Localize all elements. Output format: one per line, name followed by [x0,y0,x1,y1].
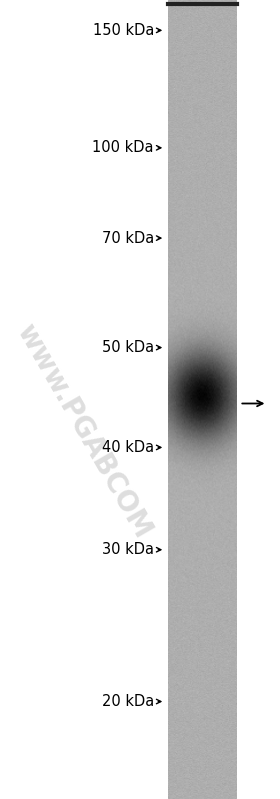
Text: www.PGABCOM: www.PGABCOM [11,320,157,543]
Text: 150 kDa: 150 kDa [93,23,154,38]
Text: 100 kDa: 100 kDa [92,141,154,155]
Text: 30 kDa: 30 kDa [102,543,154,557]
Text: 20 kDa: 20 kDa [102,694,154,709]
Text: 40 kDa: 40 kDa [102,440,154,455]
Text: 50 kDa: 50 kDa [102,340,154,355]
Text: 70 kDa: 70 kDa [102,231,154,245]
